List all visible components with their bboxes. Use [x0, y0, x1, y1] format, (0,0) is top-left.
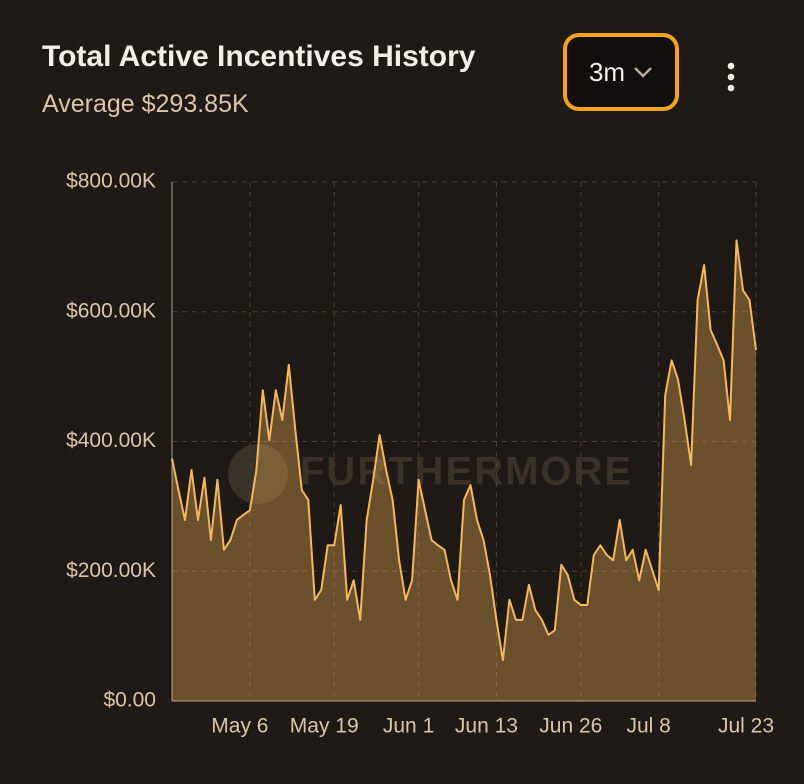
line — [171, 239, 757, 662]
y-tick-label: $600.00K — [66, 299, 156, 322]
y-tick-label: $400.00K — [66, 429, 156, 452]
chart-subtitle: Average $293.85K — [42, 90, 249, 118]
x-tick-label: May 19 — [290, 715, 359, 738]
chart-title: Total Active Incentives History — [42, 40, 476, 73]
range-dropdown[interactable]: 3m — [563, 33, 679, 111]
range-label: 3m — [588, 56, 626, 87]
chevron-icon — [634, 67, 652, 78]
y-tick-label: $0.00 — [103, 689, 156, 712]
area — [172, 240, 756, 701]
y-tick-label: $200.00K — [66, 559, 156, 582]
x-tick-label: Jul 23 — [718, 715, 774, 738]
more-menu[interactable] — [716, 58, 746, 98]
x-tick-label: Jul 8 — [626, 715, 670, 738]
x-tick-label: Jun 26 — [539, 715, 602, 738]
x-tick-label: Jun 1 — [383, 715, 434, 738]
watermark-logo — [228, 444, 288, 504]
x-tick-label: Jun 13 — [455, 715, 518, 738]
watermark: FURTHERMORE — [300, 450, 633, 494]
y-tick-label: $800.00K — [66, 170, 156, 193]
x-tick-label: May 6 — [211, 715, 268, 738]
